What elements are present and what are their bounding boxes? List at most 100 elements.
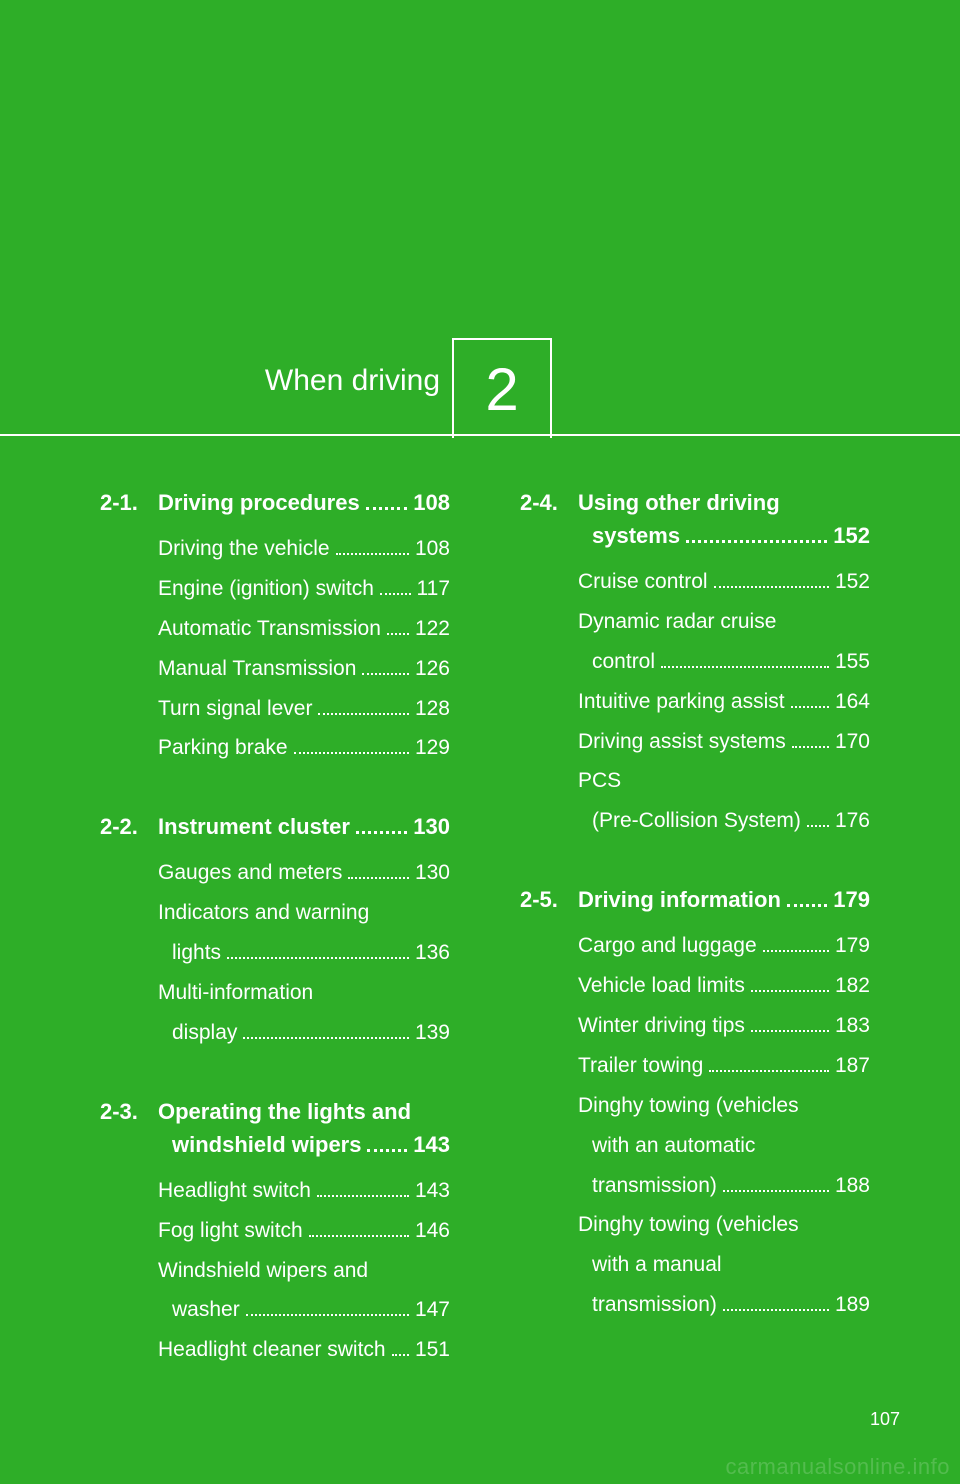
leader-dots — [792, 731, 829, 748]
leader-dots — [763, 935, 829, 952]
leader-dots — [362, 658, 409, 675]
toc-entry-page: 117 — [417, 569, 450, 609]
toc-entry-page: 182 — [835, 966, 870, 1006]
toc-entry-text: transmission) — [592, 1285, 717, 1325]
toc-entry-text: Driving the vehicle — [158, 529, 330, 569]
section-number: 2-2. — [100, 810, 158, 843]
toc-entry-page: 183 — [835, 1006, 870, 1046]
toc-entry-page: 152 — [835, 562, 870, 602]
toc-entry-text: PCS — [578, 761, 621, 801]
toc-entry-line: transmission)189 — [578, 1285, 870, 1325]
section-number: 2-3. — [100, 1095, 158, 1161]
toc-column: 2-4.Using other drivingsystems152 Cruise … — [520, 486, 900, 1412]
toc-entry-line: Turn signal lever 128 — [158, 689, 450, 729]
toc-entry-line: Dynamic radar cruise — [578, 602, 870, 642]
toc-entry: PCS(Pre-Collision System)176 — [578, 761, 870, 841]
toc-entry-line: with a manual — [578, 1245, 870, 1285]
toc-entry-line: Dinghy towing (vehicles — [578, 1086, 870, 1126]
table-of-contents: 2-1.Driving procedures108 Driving the veh… — [100, 486, 900, 1412]
section-title: Instrument cluster130 — [158, 810, 450, 843]
toc-entry-text: Dynamic radar cruise — [578, 602, 776, 642]
leader-dots — [318, 698, 408, 715]
toc-entry-line: transmission)188 — [578, 1166, 870, 1206]
toc-entry-text: Driving assist systems — [578, 722, 786, 762]
toc-entry-line: Headlight switch143 — [158, 1171, 450, 1211]
toc-entry: Windshield wipers andwasher147 — [158, 1251, 450, 1331]
toc-entry-line: Trailer towing187 — [578, 1046, 870, 1086]
toc-entry: Winter driving tips183 — [578, 1006, 870, 1046]
section-number: 2-4. — [520, 486, 578, 552]
toc-entry: Automatic Transmission 122 — [158, 609, 450, 649]
toc-entry-line: Parking brake 129 — [158, 728, 450, 768]
toc-entry-page: 129 — [415, 728, 450, 768]
toc-entry-page: 179 — [835, 926, 870, 966]
toc-entry-line: Driving assist systems 170 — [578, 722, 870, 762]
section-title: Using other drivingsystems152 — [578, 486, 870, 552]
chapter-title: When driving — [100, 364, 440, 398]
toc-entry-line: control155 — [578, 642, 870, 682]
toc-entry-page: 128 — [415, 689, 450, 729]
chapter-number-box: 2 — [452, 338, 552, 438]
section-heading: 2-3.Operating the lights andwindshield w… — [100, 1095, 450, 1161]
toc-entry-line: Indicators and warning — [158, 893, 450, 933]
leader-dots — [227, 942, 409, 959]
leader-dots — [723, 1175, 829, 1192]
toc-entry: Gauges and meters130 — [158, 853, 450, 893]
toc-entry-page: 126 — [415, 649, 450, 689]
toc-entry-text: Turn signal lever — [158, 689, 312, 729]
toc-entry-text: washer — [172, 1290, 240, 1330]
toc-section: 2-2.Instrument cluster130 Gauges and mete… — [100, 810, 450, 1052]
toc-entry: Cargo and luggage179 — [578, 926, 870, 966]
toc-entry-text: Dinghy towing (vehicles — [578, 1086, 799, 1126]
toc-entry: Dynamic radar cruisecontrol155 — [578, 602, 870, 682]
section-title-text: windshield wipers — [172, 1128, 361, 1161]
toc-section: 2-3.Operating the lights andwindshield w… — [100, 1095, 450, 1370]
section-heading: 2-2.Instrument cluster130 — [100, 810, 450, 843]
toc-entry-line: Winter driving tips183 — [578, 1006, 870, 1046]
section-title: Operating the lights andwindshield wiper… — [158, 1095, 450, 1161]
toc-entry: Parking brake 129 — [158, 728, 450, 768]
toc-entry: Trailer towing187 — [578, 1046, 870, 1086]
toc-entry-text: Automatic Transmission — [158, 609, 381, 649]
toc-entry: Engine (ignition) switch117 — [158, 569, 450, 609]
section-title-line: Using other driving — [578, 486, 870, 519]
toc-entry-line: Fog light switch146 — [158, 1211, 450, 1251]
leader-dots — [387, 618, 409, 635]
section-number: 2-1. — [100, 486, 158, 519]
toc-entry-page: 147 — [415, 1290, 450, 1330]
toc-entry-page: 139 — [415, 1013, 450, 1053]
toc-entry-line: display139 — [158, 1013, 450, 1053]
section-page: 143 — [413, 1128, 450, 1161]
toc-entry: Headlight switch143 — [158, 1171, 450, 1211]
horizontal-rule — [0, 434, 960, 436]
toc-entry-page: 155 — [835, 642, 870, 682]
toc-entry-page: 170 — [835, 722, 870, 762]
leader-dots — [751, 975, 829, 992]
toc-entry: Headlight cleaner switch151 — [158, 1330, 450, 1370]
toc-entry-line: (Pre-Collision System)176 — [578, 801, 870, 841]
page-number: 107 — [870, 1409, 900, 1430]
toc-entry-text: Parking brake — [158, 728, 288, 768]
toc-entry-page: 151 — [415, 1330, 450, 1370]
section-title-text: Driving procedures — [158, 486, 360, 519]
toc-entry-text: Vehicle load limits — [578, 966, 745, 1006]
toc-entry-page: 122 — [415, 609, 450, 649]
toc-entry-text: Headlight switch — [158, 1171, 311, 1211]
toc-entry-text: Indicators and warning — [158, 893, 369, 933]
toc-entry-line: Automatic Transmission 122 — [158, 609, 450, 649]
section-heading: 2-1.Driving procedures108 — [100, 486, 450, 519]
leader-dots — [787, 890, 827, 908]
section-title: Driving procedures108 — [158, 486, 450, 519]
leader-dots — [336, 538, 409, 555]
toc-entry-page: 176 — [835, 801, 870, 841]
toc-entry-text: Gauges and meters — [158, 853, 342, 893]
toc-entry-line: lights136 — [158, 933, 450, 973]
section-title-text: Driving information — [578, 883, 781, 916]
toc-entry: Cruise control152 — [578, 562, 870, 602]
toc-entry-text: Trailer towing — [578, 1046, 703, 1086]
toc-entry: Dinghy towing (vehicleswith a manualtran… — [578, 1205, 870, 1325]
section-page: 179 — [833, 883, 870, 916]
leader-dots — [243, 1022, 409, 1039]
leader-dots — [661, 651, 829, 668]
chapter-header: When driving 2 — [0, 0, 960, 408]
